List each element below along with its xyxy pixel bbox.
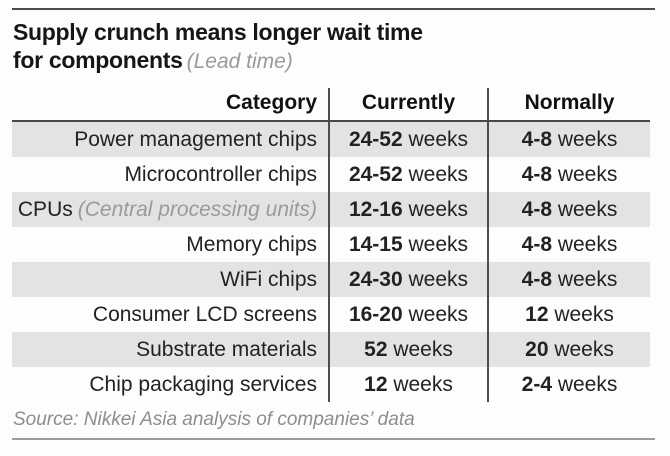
currently-cell: 24-30 weeks xyxy=(328,262,489,297)
currently-unit: weeks xyxy=(387,373,453,396)
category-label: Substrate materials xyxy=(136,338,317,361)
currently-unit: weeks xyxy=(402,268,469,291)
table-row: Memory chips 14-15 weeks 4-8 weeks xyxy=(12,227,650,262)
currently-unit: weeks xyxy=(387,338,453,361)
column-header-category: Category xyxy=(225,91,317,114)
normally-unit: weeks xyxy=(552,198,618,221)
normally-unit: weeks xyxy=(552,163,618,186)
table-row: Chip packaging services 12 weeks 2-4 weeks xyxy=(12,367,650,402)
currently-value: 24-30 xyxy=(348,268,403,291)
table-row: CPUs (Central processing units) 12-16 week… xyxy=(12,192,650,227)
currently-unit: weeks xyxy=(402,303,469,326)
currently-unit: weeks xyxy=(402,128,469,151)
currently-cell: 12 weeks xyxy=(328,367,489,402)
normally-unit: weeks xyxy=(552,373,618,396)
column-header-currently: Currently xyxy=(328,88,489,120)
normally-value: 4-8 xyxy=(521,198,552,221)
page-title: Supply crunch means longer wait time for… xyxy=(13,18,423,76)
category-cell: Chip packaging services xyxy=(12,367,328,402)
bottom-rule xyxy=(12,438,655,440)
title-line-1: Supply crunch means longer wait time xyxy=(13,19,423,45)
normally-value: 12 xyxy=(525,303,549,326)
currently-unit: weeks xyxy=(402,198,469,221)
currently-cell: 14-15 weeks xyxy=(328,227,489,262)
category-cell: Substrate materials xyxy=(12,332,328,367)
category-cell: Microcontroller chips xyxy=(12,157,328,192)
currently-cell: 52 weeks xyxy=(328,332,489,367)
table-body: Power management chips 24-52 weeks 4-8 wee… xyxy=(12,122,650,402)
normally-unit: weeks xyxy=(552,128,618,151)
normally-value: 4-8 xyxy=(521,233,552,256)
category-label: Chip packaging services xyxy=(89,373,317,396)
top-rule xyxy=(12,8,655,10)
category-label: Consumer LCD screens xyxy=(92,303,317,326)
normally-cell: 4-8 weeks xyxy=(489,157,650,192)
title-line-2: for components xyxy=(13,47,183,73)
normally-cell: 4-8 weeks xyxy=(489,227,650,262)
normally-value: 4-8 xyxy=(521,128,552,151)
currently-value: 12 xyxy=(364,373,388,396)
source-note: Source: Nikkei Asia analysis of companie… xyxy=(13,409,415,430)
category-label: Memory chips xyxy=(186,233,317,256)
category-cell: Consumer LCD screens xyxy=(12,297,328,332)
category-label: CPUs xyxy=(17,198,73,221)
table-row: Power management chips 24-52 weeks 4-8 wee… xyxy=(12,122,650,157)
currently-cell: 24-52 weeks xyxy=(328,157,489,192)
title-subtitle: (Lead time) xyxy=(186,50,293,73)
normally-unit: weeks xyxy=(548,303,614,326)
normally-unit: weeks xyxy=(552,268,618,291)
currently-cell: 16-20 weeks xyxy=(328,297,489,332)
category-label: Microcontroller chips xyxy=(124,163,317,186)
normally-cell: 4-8 weeks xyxy=(489,192,650,227)
lead-time-table: Category Currently Normally Power manage… xyxy=(12,88,650,402)
category-label: WiFi chips xyxy=(220,268,317,291)
category-cell: WiFi chips xyxy=(12,262,328,297)
table-row: Consumer LCD screens 16-20 weeks 12 weeks xyxy=(12,297,650,332)
category-label: Power management chips xyxy=(74,128,317,151)
normally-cell: 4-8 weeks xyxy=(489,122,650,157)
column-header-normally: Normally xyxy=(524,91,615,114)
category-note: (Central processing units) xyxy=(77,198,317,221)
currently-value: 24-52 xyxy=(348,163,403,186)
currently-value: 12-16 xyxy=(348,198,403,221)
currently-cell: 12-16 weeks xyxy=(328,192,489,227)
normally-unit: weeks xyxy=(552,233,618,256)
normally-value: 20 xyxy=(525,338,549,361)
table-row: WiFi chips 24-30 weeks 4-8 weeks xyxy=(12,262,650,297)
currently-value: 16-20 xyxy=(348,303,403,326)
normally-cell: 2-4 weeks xyxy=(489,367,650,402)
normally-cell: 4-8 weeks xyxy=(489,262,650,297)
currently-value: 52 xyxy=(364,338,388,361)
category-cell: Memory chips xyxy=(12,227,328,262)
normally-cell: 12 weeks xyxy=(489,297,650,332)
normally-cell: 20 weeks xyxy=(489,332,650,367)
table-header-row: Category Currently Normally xyxy=(12,88,650,122)
table-row: Microcontroller chips 24-52 weeks 4-8 week… xyxy=(12,157,650,192)
category-cell: Power management chips xyxy=(12,122,328,157)
currently-unit: weeks xyxy=(402,163,469,186)
category-cell: CPUs (Central processing units) xyxy=(12,192,328,227)
normally-unit: weeks xyxy=(548,338,614,361)
currently-unit: weeks xyxy=(402,233,469,256)
normally-value: 2-4 xyxy=(521,373,552,396)
table-row: Substrate materials 52 weeks 20 weeks xyxy=(12,332,650,367)
currently-value: 14-15 xyxy=(348,233,403,256)
normally-value: 4-8 xyxy=(521,268,552,291)
currently-value: 24-52 xyxy=(348,128,403,151)
currently-cell: 24-52 weeks xyxy=(328,122,489,157)
normally-value: 4-8 xyxy=(521,163,552,186)
